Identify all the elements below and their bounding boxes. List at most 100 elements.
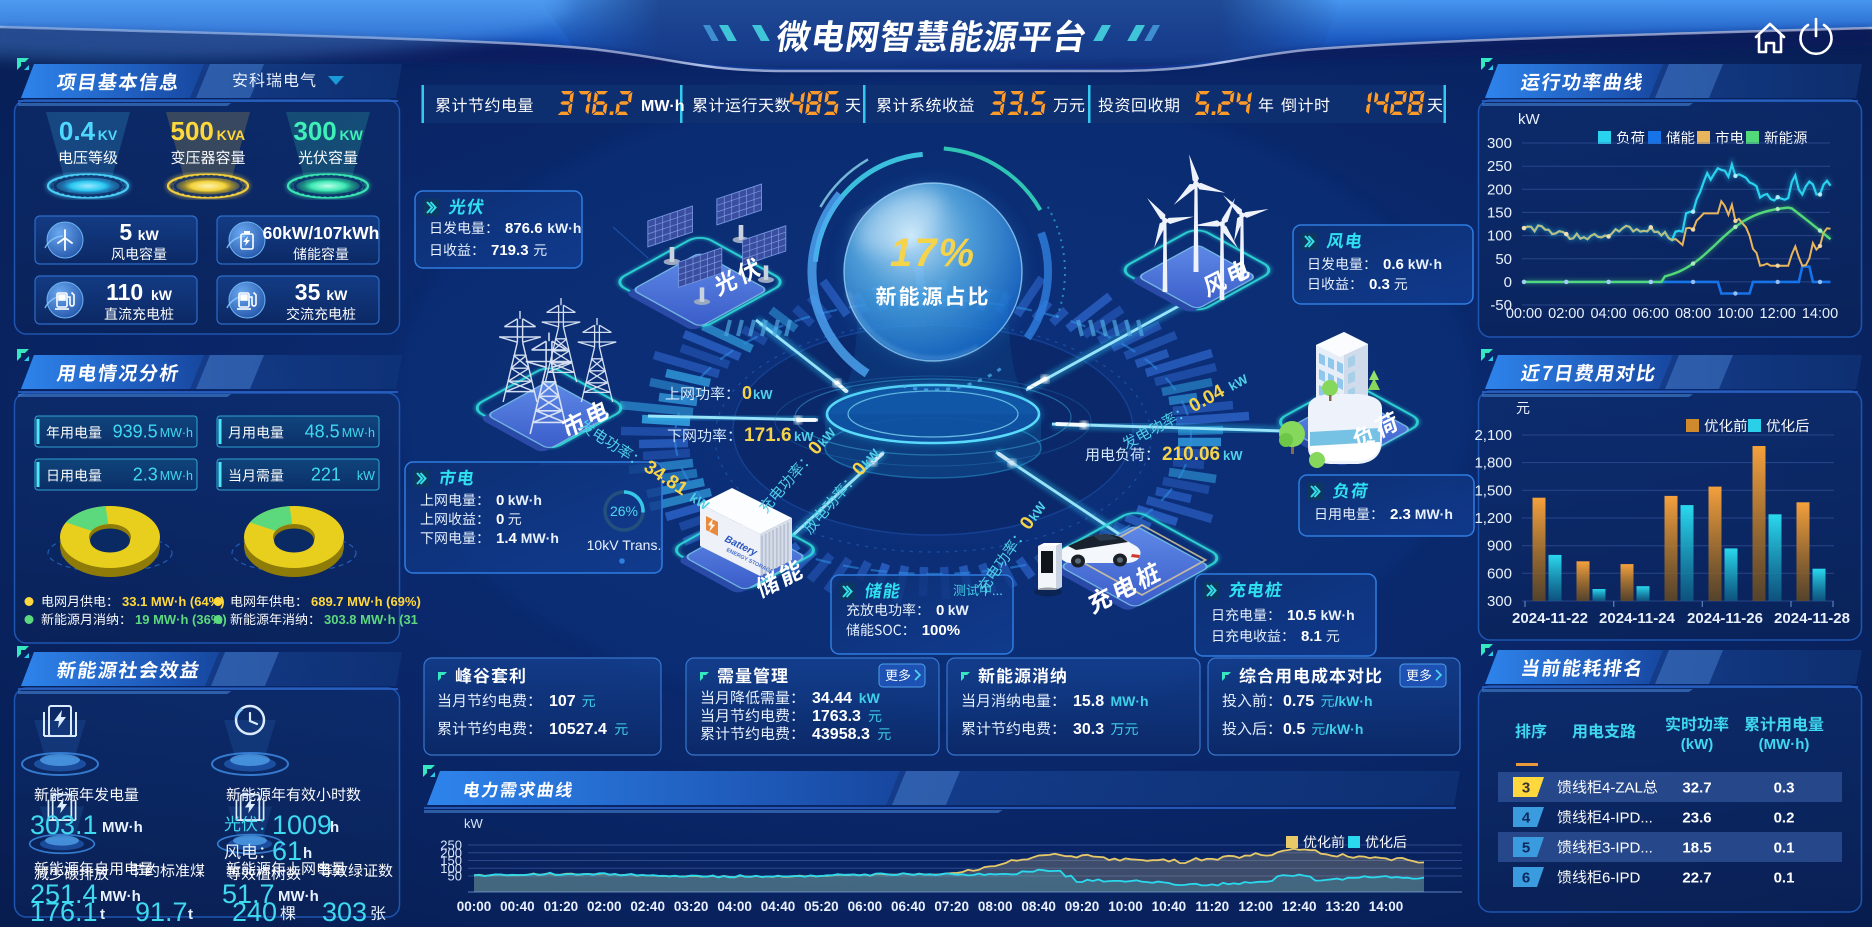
svg-text:kW: kW: [464, 816, 484, 831]
svg-text:kW: kW: [859, 690, 881, 706]
svg-text:107: 107: [549, 693, 576, 710]
svg-text:MW·h: MW·h: [342, 426, 375, 440]
svg-text:8.1: 8.1: [1301, 628, 1322, 645]
svg-text:06:40: 06:40: [891, 899, 926, 914]
svg-text:900: 900: [1487, 538, 1512, 555]
svg-text:0: 0: [496, 511, 504, 528]
svg-text:06:00: 06:00: [848, 899, 883, 914]
svg-text:30.3: 30.3: [1073, 721, 1104, 738]
svg-text:10kV Trans.: 10kV Trans.: [587, 537, 662, 553]
svg-text:kW: kW: [151, 287, 173, 303]
svg-text:09:20: 09:20: [1065, 899, 1100, 914]
svg-text:4-ZAL: 4-ZAL: [1602, 780, 1643, 797]
svg-text:200: 200: [1487, 181, 1512, 198]
svg-text:kW: kW: [1518, 111, 1541, 128]
svg-text:KW: KW: [340, 127, 364, 143]
svg-text:300: 300: [1487, 593, 1512, 610]
svg-text:43958.3: 43958.3: [812, 726, 870, 743]
svg-text:MW·h: MW·h: [1415, 506, 1453, 522]
svg-text:04:00: 04:00: [717, 899, 752, 914]
svg-text:3: 3: [1522, 780, 1530, 797]
svg-text:kW·h: kW·h: [547, 220, 581, 236]
svg-text:2,100: 2,100: [1474, 427, 1512, 444]
svg-text:05:20: 05:20: [804, 899, 839, 914]
svg-text:0.1: 0.1: [1774, 870, 1795, 887]
svg-text:48.5: 48.5: [305, 422, 340, 442]
svg-text:14:00: 14:00: [1369, 899, 1404, 914]
svg-text:1763.3: 1763.3: [812, 708, 861, 725]
svg-text:303.1: 303.1: [30, 810, 98, 840]
svg-text:0.3: 0.3: [1369, 276, 1390, 293]
svg-text:300: 300: [1487, 135, 1512, 152]
svg-text:12:00: 12:00: [1238, 899, 1273, 914]
svg-text:0.75: 0.75: [1283, 693, 1314, 710]
svg-text:876.6: 876.6: [505, 220, 543, 237]
svg-text:719.3: 719.3: [491, 242, 529, 259]
svg-text:1,800: 1,800: [1474, 455, 1512, 472]
svg-text:03:20: 03:20: [674, 899, 709, 914]
svg-text:4: 4: [1522, 810, 1531, 827]
svg-text:1,500: 1,500: [1474, 482, 1512, 499]
svg-text:110: 110: [106, 279, 143, 305]
svg-text:91.7: 91.7: [135, 897, 188, 927]
svg-text:2024-11-24: 2024-11-24: [1599, 610, 1676, 627]
svg-text:kW·h: kW·h: [508, 492, 542, 508]
svg-text:08:00: 08:00: [1675, 306, 1711, 322]
svg-text:2024-11-28: 2024-11-28: [1774, 610, 1850, 627]
svg-text:171.6: 171.6: [744, 425, 792, 446]
svg-text:kW: kW: [948, 602, 970, 618]
svg-text:1009: 1009: [272, 810, 332, 840]
svg-text:10:00: 10:00: [1717, 306, 1753, 322]
svg-text:t: t: [100, 906, 105, 923]
svg-text:MW·h: MW·h: [521, 530, 559, 546]
svg-text:50: 50: [448, 869, 462, 884]
svg-text:500: 500: [171, 116, 214, 146]
svg-text:kW·h: kW·h: [1408, 256, 1442, 272]
svg-text:kW: kW: [357, 469, 375, 483]
svg-text:176.1: 176.1: [30, 897, 98, 927]
svg-text:18.5: 18.5: [1682, 840, 1711, 857]
svg-text:0.2: 0.2: [1774, 810, 1795, 827]
svg-text:(MW·h): (MW·h): [1759, 736, 1810, 753]
svg-text:kW·h: kW·h: [1321, 607, 1355, 623]
svg-text:0.6: 0.6: [1383, 256, 1404, 273]
svg-text:10.5: 10.5: [1287, 607, 1316, 624]
svg-text:MW·h: MW·h: [641, 98, 685, 115]
svg-text:12:00: 12:00: [1760, 306, 1796, 322]
svg-text:MW·h: MW·h: [102, 819, 143, 836]
svg-text:KVA: KVA: [217, 127, 246, 143]
svg-text:04:40: 04:40: [761, 899, 796, 914]
svg-text:22.7: 22.7: [1682, 870, 1711, 887]
svg-text:15.8: 15.8: [1073, 693, 1104, 710]
svg-text:07:20: 07:20: [934, 899, 969, 914]
svg-text:303.8 MW·h (31: 303.8 MW·h (31: [324, 612, 418, 627]
svg-text:kW: kW: [753, 387, 773, 402]
svg-text:06:00: 06:00: [1633, 306, 1669, 322]
svg-text:51.7: 51.7: [222, 879, 275, 909]
svg-text:kW: kW: [138, 227, 160, 243]
svg-text:h: h: [330, 819, 339, 836]
svg-text:0.1: 0.1: [1774, 840, 1795, 857]
svg-text:MW·h: MW·h: [278, 888, 319, 905]
svg-text:23.6: 23.6: [1682, 810, 1711, 827]
svg-text:h: h: [303, 845, 312, 862]
svg-text:251.4: 251.4: [30, 879, 98, 909]
svg-text:600: 600: [1487, 565, 1512, 582]
svg-text:303: 303: [322, 897, 367, 927]
svg-text:00:00: 00:00: [457, 899, 492, 914]
svg-text:2024-11-22: 2024-11-22: [1512, 610, 1588, 627]
svg-text:/kW·h: /kW·h: [1335, 693, 1373, 709]
svg-text:00:00: 00:00: [1506, 306, 1542, 322]
svg-text:0: 0: [742, 383, 752, 403]
svg-text:100: 100: [440, 861, 462, 876]
svg-text:250: 250: [1487, 158, 1512, 175]
svg-text:元: 元: [1516, 400, 1530, 416]
svg-text:33.1 MW·h (64%): 33.1 MW·h (64%): [122, 594, 225, 609]
svg-text:02:00: 02:00: [587, 899, 622, 914]
svg-text:250: 250: [440, 838, 462, 853]
svg-text:60kW/107kWh: 60kW/107kWh: [263, 223, 380, 243]
svg-text:08:40: 08:40: [1021, 899, 1056, 914]
svg-text:MW·h: MW·h: [160, 469, 193, 483]
svg-text:221: 221: [311, 465, 341, 485]
svg-text:6-IPD: 6-IPD: [1602, 870, 1641, 887]
